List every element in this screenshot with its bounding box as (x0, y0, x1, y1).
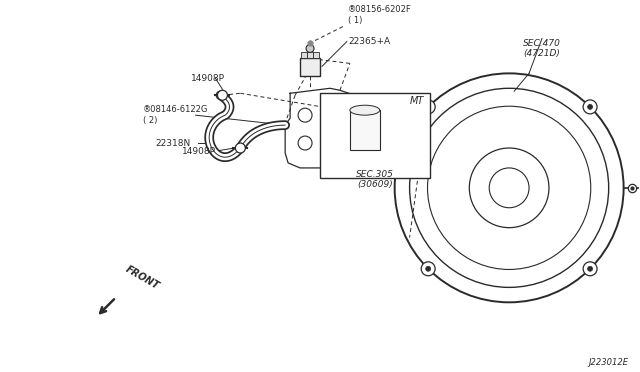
Circle shape (218, 90, 227, 100)
Text: 14908P: 14908P (191, 74, 225, 83)
Polygon shape (285, 88, 358, 168)
Text: 30653G: 30653G (360, 94, 396, 103)
Text: FRONT: FRONT (124, 264, 161, 291)
Text: ®08156-6202F
( 1): ®08156-6202F ( 1) (348, 5, 412, 25)
Circle shape (426, 105, 431, 109)
Text: MT: MT (410, 96, 424, 106)
Circle shape (421, 262, 435, 276)
Bar (307, 52, 313, 58)
Ellipse shape (350, 105, 380, 115)
Text: J223012E: J223012E (589, 358, 628, 367)
FancyBboxPatch shape (300, 58, 320, 76)
Circle shape (583, 262, 597, 276)
Bar (313, 52, 319, 58)
Text: 14908P: 14908P (182, 147, 216, 155)
Bar (350, 110, 380, 150)
Text: SEC.305
(30609): SEC.305 (30609) (356, 170, 394, 189)
Circle shape (588, 266, 593, 271)
Text: 22318N: 22318N (156, 138, 191, 148)
Bar (301, 52, 307, 58)
Bar (320, 93, 429, 178)
Circle shape (426, 266, 431, 271)
Circle shape (583, 100, 597, 114)
Circle shape (306, 45, 314, 52)
Circle shape (421, 100, 435, 114)
Circle shape (588, 105, 593, 109)
Text: 22365+A: 22365+A (348, 37, 390, 46)
Circle shape (236, 143, 245, 153)
Text: SEC.470
(4721D): SEC.470 (4721D) (523, 39, 561, 58)
Text: ®08146-6122G
( 2): ®08146-6122G ( 2) (143, 106, 208, 125)
